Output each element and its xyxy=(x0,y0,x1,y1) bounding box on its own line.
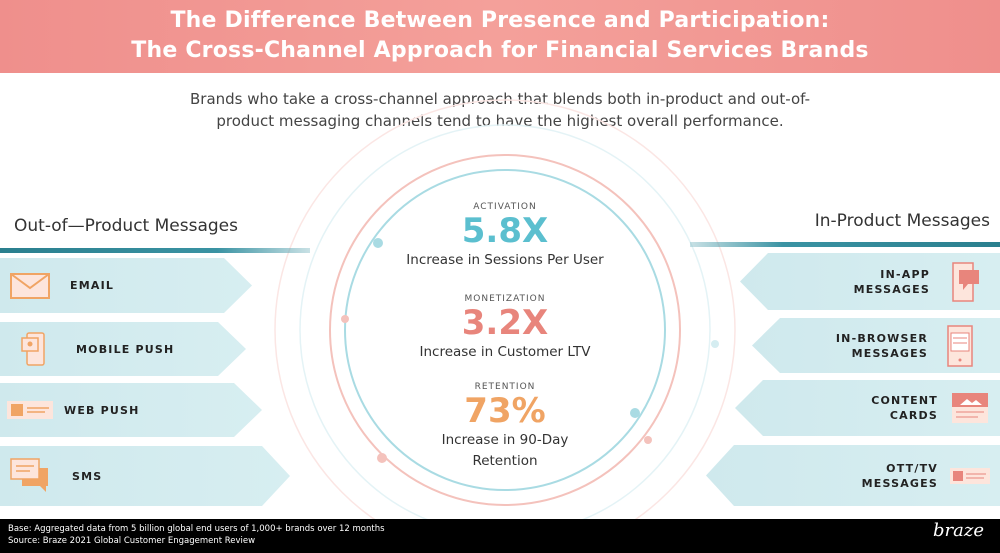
channel-label: IN-APP MESSAGES xyxy=(853,267,930,296)
channel-mobile-push: MOBILE PUSH xyxy=(0,322,246,376)
left-divider xyxy=(0,248,310,253)
stat-monetization: MONETIZATION 3.2X Increase in Customer L… xyxy=(380,294,630,363)
ring-dot xyxy=(373,238,383,248)
braze-logo: braze xyxy=(933,520,984,541)
channel-in-browser: IN-BROWSER MESSAGES xyxy=(752,318,1000,373)
stat-description: Increase in 90-Day Retention xyxy=(441,432,569,469)
tv-banner-icon xyxy=(950,459,990,493)
channel-label: CONTENT CARDS xyxy=(871,394,938,422)
footer-source: Source: Braze 2021 Global Customer Engag… xyxy=(8,536,256,546)
footer: Base: Aggregated data from 5 billion glo… xyxy=(0,519,1000,553)
stat-value: 3.2X xyxy=(461,303,549,343)
left-heading: Out-of—Product Messages xyxy=(14,216,238,236)
stat-value: 5.8X xyxy=(461,211,549,251)
channel-content-cards: CONTENT CARDS xyxy=(735,380,1000,436)
stat-retention: RETENTION 73% Increase in 90-Day Retenti… xyxy=(420,382,590,472)
header-banner: The Difference Between Presence and Part… xyxy=(0,0,1000,73)
channel-label: EMAIL xyxy=(70,279,115,292)
footer-base: Base: Aggregated data from 5 billion glo… xyxy=(8,524,385,534)
channel-label: OTT/TV MESSAGES xyxy=(861,461,938,490)
stat-label: ACTIVATION xyxy=(473,202,537,212)
right-heading: In-Product Messages xyxy=(814,211,990,231)
title-line-1: The Difference Between Presence and Part… xyxy=(170,8,830,33)
title-line-2: The Cross-Channel Approach for Financial… xyxy=(131,38,869,63)
stat-description: Increase in Sessions Per User xyxy=(406,252,604,268)
stat-activation: ACTIVATION 5.8X Increase in Sessions Per… xyxy=(380,202,630,271)
ring-dot xyxy=(377,453,387,463)
web-push-icon xyxy=(6,393,54,427)
channel-email: EMAIL xyxy=(0,258,252,313)
stat-label: RETENTION xyxy=(474,382,536,392)
ring-dot xyxy=(711,340,719,348)
channel-ott-tv: OTT/TV MESSAGES xyxy=(706,445,1000,506)
browser-icon xyxy=(940,324,980,367)
channel-in-app: IN-APP MESSAGES xyxy=(740,253,1000,310)
channel-label: WEB PUSH xyxy=(64,403,140,417)
ring-dot xyxy=(341,315,349,323)
channel-label: SMS xyxy=(72,469,103,483)
phone-notification-icon xyxy=(14,332,54,366)
stat-value: 73% xyxy=(464,391,546,431)
stat-description: Increase in Customer LTV xyxy=(419,344,591,360)
image-card-icon xyxy=(952,391,988,425)
envelope-icon xyxy=(10,269,50,303)
ring-dot xyxy=(644,436,652,444)
ring-dot xyxy=(630,408,640,418)
phone-message-icon xyxy=(946,261,986,302)
stat-label: MONETIZATION xyxy=(464,294,546,304)
channel-web-push: WEB PUSH xyxy=(0,383,262,437)
subtitle: Brands who take a cross-channel approach… xyxy=(189,90,810,130)
chat-bubbles-icon xyxy=(10,459,50,493)
channel-label: IN-BROWSER MESSAGES xyxy=(835,331,928,360)
right-divider xyxy=(690,242,1000,247)
channel-sms: SMS xyxy=(0,446,290,506)
channel-label: MOBILE PUSH xyxy=(76,342,175,356)
